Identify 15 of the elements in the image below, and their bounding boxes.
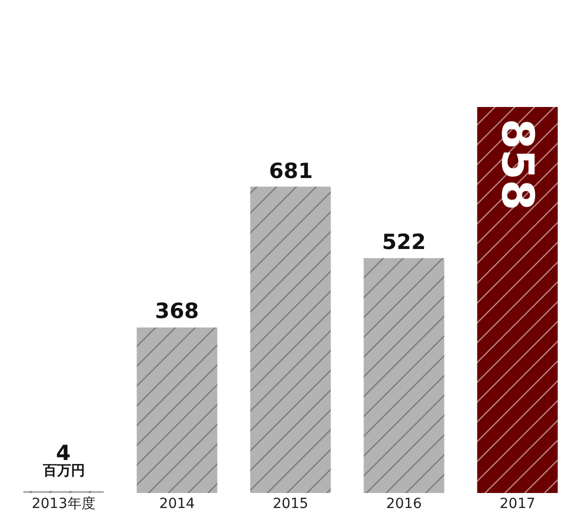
bar <box>136 327 218 493</box>
data-label: 4 <box>56 441 71 465</box>
x-tick-label: 2015 <box>272 496 308 512</box>
x-tick-label: 2013年度 <box>32 496 96 512</box>
bar <box>477 107 558 493</box>
bar <box>250 186 331 493</box>
x-tick-label: 2014 <box>159 496 195 512</box>
annotation: 百万円 <box>42 463 85 479</box>
x-tick-label: 2016 <box>386 496 422 512</box>
bar <box>364 258 444 493</box>
data-label: 368 <box>155 299 199 323</box>
data-label: 681 <box>269 159 313 183</box>
data-label: 858 <box>491 118 542 210</box>
data-label: 522 <box>382 230 426 254</box>
x-tick-label: 2017 <box>500 496 536 512</box>
